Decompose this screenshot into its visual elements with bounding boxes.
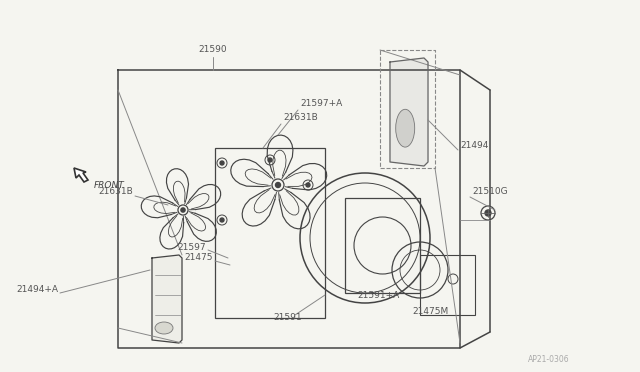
Circle shape bbox=[485, 210, 491, 216]
Text: 21475M: 21475M bbox=[412, 308, 448, 317]
Text: 21475: 21475 bbox=[184, 253, 213, 263]
Text: 21631B: 21631B bbox=[283, 113, 317, 122]
Text: 21494+A: 21494+A bbox=[16, 285, 58, 294]
Text: FRONT: FRONT bbox=[94, 180, 125, 189]
Text: 21590: 21590 bbox=[198, 45, 227, 55]
Polygon shape bbox=[74, 168, 88, 182]
Polygon shape bbox=[152, 255, 182, 343]
Text: 21591: 21591 bbox=[274, 314, 302, 323]
Text: AP21-0306: AP21-0306 bbox=[529, 356, 570, 365]
Polygon shape bbox=[390, 58, 428, 166]
Bar bbox=[420, 255, 475, 315]
Circle shape bbox=[268, 158, 272, 162]
Text: 21597+A: 21597+A bbox=[300, 99, 342, 109]
Text: 21494: 21494 bbox=[460, 141, 488, 150]
Text: 21510G: 21510G bbox=[472, 186, 508, 196]
Circle shape bbox=[306, 183, 310, 187]
Circle shape bbox=[181, 208, 185, 212]
Bar bbox=[215, 148, 325, 318]
Text: 21597: 21597 bbox=[177, 243, 206, 251]
Ellipse shape bbox=[396, 109, 415, 147]
Bar bbox=[345, 198, 420, 293]
Text: 21591+A: 21591+A bbox=[357, 291, 399, 299]
Ellipse shape bbox=[155, 322, 173, 334]
Circle shape bbox=[275, 183, 280, 187]
Circle shape bbox=[220, 161, 224, 165]
Circle shape bbox=[220, 218, 224, 222]
Text: 21631B: 21631B bbox=[99, 187, 133, 196]
